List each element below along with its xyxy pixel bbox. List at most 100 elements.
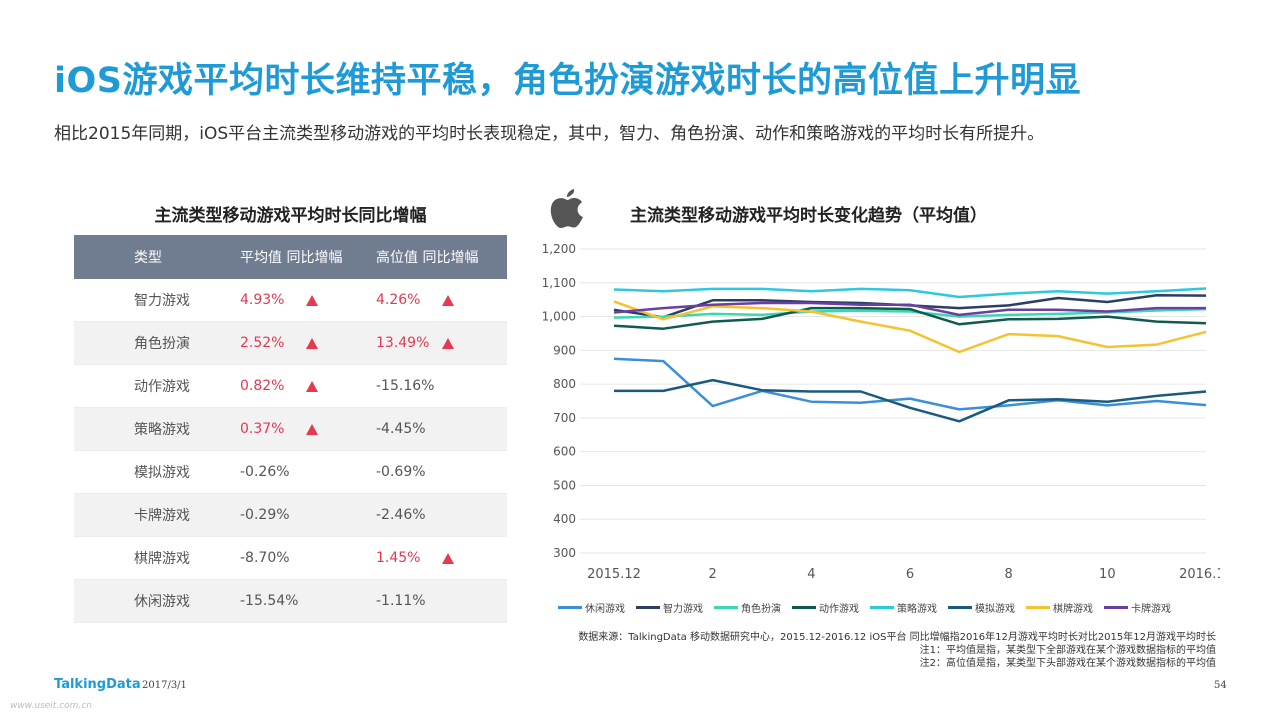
cell-avg: 0.82%	[240, 364, 376, 408]
cell-high-value: -4.45%	[376, 421, 426, 437]
cell-type: 动作游戏	[74, 364, 240, 408]
cell-avg-value: -0.26%	[240, 464, 290, 480]
page-title: iOS游戏平均时长维持平稳，角色扮演游戏时长的高位值上升明显	[54, 61, 1081, 101]
y-tick-label: 500	[553, 478, 576, 492]
y-tick-label: 1,000	[542, 310, 576, 324]
increase-triangle-icon	[442, 337, 454, 349]
series-line	[613, 301, 1206, 317]
notes: 数据来源：TalkingData 移动数据研究中心，2015.12-2016.1…	[578, 631, 1216, 670]
series-line	[613, 300, 1207, 354]
legend-swatch	[948, 606, 972, 609]
page-number: 54	[1214, 680, 1227, 691]
cell-type: 模拟游戏	[74, 450, 240, 494]
increase-triangle-icon	[306, 294, 318, 306]
cell-avg: 4.93%	[240, 279, 376, 322]
legend-swatch	[558, 606, 582, 609]
legend-item: 卡牌游戏	[1104, 600, 1171, 615]
legend-item: 智力游戏	[636, 600, 703, 615]
cell-high: -15.16%	[376, 364, 507, 408]
cell-high: -1.11%	[376, 579, 507, 623]
table-title: 主流类型移动游戏平均时长同比增幅	[154, 206, 427, 226]
legend-item: 模拟游戏	[948, 600, 1015, 615]
y-tick-label: 800	[553, 377, 576, 391]
table-header-row: 类型 平均值 同比增幅 高位值 同比增幅	[74, 235, 507, 279]
page-subtitle: 相比2015年同期，iOS平台主流类型移动游戏的平均时长表现稳定，其中，智力、角…	[54, 124, 1045, 144]
note-1: 注1：平均值是指，某类型下全部游戏在某个游戏数据指标的平均值	[919, 645, 1216, 656]
cell-type: 角色扮演	[74, 321, 240, 365]
increase-triangle-icon	[306, 337, 318, 349]
cell-high: -4.45%	[376, 407, 507, 451]
cell-high: 13.49%	[376, 321, 507, 365]
table-row: 策略游戏 0.37% -4.45%	[74, 407, 507, 451]
cell-high: -2.46%	[376, 493, 507, 537]
chart-legend: 休闲游戏 智力游戏 角色扮演 动作游戏 策略游戏 模拟游戏 棋牌游戏 卡牌游戏	[558, 600, 1182, 615]
y-tick-label: 600	[553, 445, 576, 459]
table-row: 模拟游戏 -0.26% -0.69%	[74, 450, 507, 494]
x-tick-label: 4	[807, 567, 815, 582]
table-row: 智力游戏 4.93% 4.26%	[74, 279, 507, 322]
cell-high-value: 4.26%	[376, 292, 421, 308]
cell-avg: -8.70%	[240, 536, 376, 580]
cell-type: 策略游戏	[74, 407, 240, 451]
cell-avg: -0.29%	[240, 493, 376, 537]
legend-swatch	[1104, 606, 1128, 609]
apple-logo-icon	[550, 189, 583, 228]
cell-high-value: 13.49%	[376, 335, 430, 351]
cell-type: 智力游戏	[74, 279, 240, 322]
legend-item: 棋牌游戏	[1026, 600, 1093, 615]
y-tick-label: 700	[553, 411, 576, 425]
increase-triangle-icon	[306, 380, 318, 392]
cell-avg-value: 0.37%	[240, 421, 285, 437]
cell-avg-value: -0.29%	[240, 507, 290, 523]
y-tick-label: 900	[553, 343, 576, 357]
footer-date: 2017/3/1	[142, 680, 187, 691]
cell-avg-value: 2.52%	[240, 335, 285, 351]
x-tick-label: 2016.12	[1179, 567, 1220, 582]
header-high: 高位值 同比增幅	[376, 235, 507, 279]
cell-high-value: 1.45%	[376, 550, 421, 566]
cell-type: 休闲游戏	[74, 579, 240, 623]
x-tick-label: 2	[709, 567, 717, 582]
table-row: 角色扮演 2.52% 13.49%	[74, 321, 507, 365]
cell-avg: -15.54%	[240, 579, 376, 623]
cell-avg-value: -8.70%	[240, 550, 290, 566]
legend-swatch	[1026, 606, 1050, 609]
legend-label: 休闲游戏	[585, 604, 625, 615]
increase-triangle-icon	[442, 294, 454, 306]
legend-swatch	[636, 606, 660, 609]
x-tick-label: 8	[1005, 567, 1013, 582]
legend-swatch	[870, 606, 894, 609]
series-line	[613, 357, 1207, 411]
note-2: 注2：高位值是指，某类型下头部游戏在某个游戏数据指标的平均值	[919, 658, 1216, 669]
cell-avg-value: 4.93%	[240, 292, 285, 308]
cell-high: -0.69%	[376, 450, 507, 494]
cell-high: 1.45%	[376, 536, 507, 580]
table-row: 休闲游戏 -15.54% -1.11%	[74, 579, 507, 623]
table-row: 卡牌游戏 -0.29% -2.46%	[74, 493, 507, 537]
x-tick-label: 6	[906, 567, 914, 582]
legend-label: 棋牌游戏	[1053, 604, 1093, 615]
growth-table: 类型 平均值 同比增幅 高位值 同比增幅 智力游戏 4.93% 4.26% 角色扮演 2…	[74, 235, 507, 623]
legend-item: 策略游戏	[870, 600, 937, 615]
line-chart: 300 400 500 600 700 800 900 1,000 1,100 1,200 2015…	[542, 242, 1220, 582]
table-row: 动作游戏 0.82% -15.16%	[74, 364, 507, 408]
cell-high-value: -2.46%	[376, 507, 426, 523]
cell-type: 棋牌游戏	[74, 536, 240, 580]
cell-high: 4.26%	[376, 279, 507, 322]
legend-label: 动作游戏	[819, 604, 859, 615]
legend-item: 动作游戏	[792, 600, 859, 615]
cell-high-value: -1.11%	[376, 593, 426, 609]
footer-logo: TalkingData	[54, 677, 141, 692]
legend-item: 休闲游戏	[558, 600, 625, 615]
cell-avg: -0.26%	[240, 450, 376, 494]
legend-label: 智力游戏	[663, 604, 703, 615]
header-avg: 平均值 同比增幅	[240, 235, 376, 279]
cell-avg: 2.52%	[240, 321, 376, 365]
y-tick-label: 1,100	[542, 276, 576, 290]
legend-swatch	[792, 606, 816, 609]
cell-high-value: -0.69%	[376, 464, 426, 480]
series-line	[614, 378, 1207, 423]
series-line	[613, 306, 1207, 330]
increase-triangle-icon	[306, 423, 318, 435]
note-source: 数据来源：TalkingData 移动数据研究中心，2015.12-2016.1…	[578, 632, 1216, 643]
